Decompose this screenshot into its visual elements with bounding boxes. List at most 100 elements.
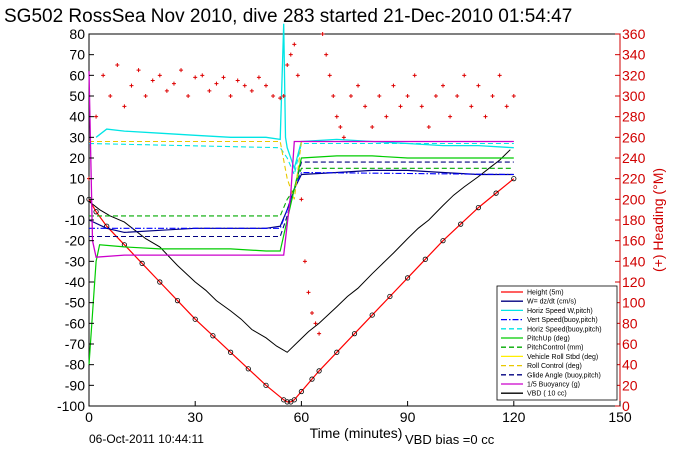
right-axis-label: (+) Heading (°M) (650, 168, 666, 272)
heading-marker (405, 94, 410, 98)
left-tick-label: -80 (65, 357, 85, 373)
legend-entry: Glide Angle (buoy,pitch) (527, 372, 601, 379)
heading-marker (164, 88, 169, 93)
left-tick-label: -50 (65, 295, 85, 311)
series-layer (86, 23, 517, 405)
heading-marker (469, 104, 474, 109)
height-marker (404, 275, 411, 281)
heading-marker (334, 114, 339, 119)
right-tick-label: 120 (622, 274, 646, 290)
left-tick-label: -90 (65, 377, 85, 393)
heading-marker (292, 42, 297, 47)
heading-marker (108, 94, 113, 98)
right-tick-label: 260 (622, 129, 646, 145)
heading-marker (433, 94, 438, 98)
height-marker (369, 312, 375, 318)
heading-marker (490, 94, 495, 98)
left-tick-label: 70 (69, 47, 85, 63)
right-tick-label: 0 (622, 398, 630, 414)
height-marker (422, 256, 428, 262)
right-tick-label: 60 (622, 336, 638, 352)
left-tick-label: -10 (65, 212, 85, 228)
right-tick-label: 40 (622, 357, 638, 373)
heading-marker (511, 94, 516, 98)
heading-marker (306, 290, 311, 295)
left-axis: 80 70 60 50 40 30 20 10 0 -10 -20 -30 -40 -50 -60 -70 -8… (57, 26, 94, 414)
legend-entry: PitchControl (mm) (527, 345, 583, 352)
heading-marker (157, 73, 162, 78)
legend-entry: 1/5 Buoyancy (g) (527, 382, 580, 389)
heading-marker (200, 73, 205, 78)
left-tick-label: 10 (69, 171, 85, 187)
heading-marker (256, 75, 261, 80)
x-tick-label: 150 (608, 409, 632, 425)
heading-marker (356, 83, 361, 88)
x-tick-label: 0 (85, 409, 93, 425)
heading-marker (264, 83, 268, 88)
heading-marker (338, 125, 343, 129)
heading-marker (363, 104, 368, 109)
legend-box (496, 285, 618, 401)
left-tick-label: -20 (65, 233, 85, 249)
height-marker (475, 205, 481, 211)
heading-marker (426, 125, 431, 129)
height-marker (245, 366, 251, 372)
height-marker (298, 388, 304, 395)
heading-marker (221, 75, 226, 80)
legend-entry: PitchUp (deg) (527, 336, 570, 343)
right-tick-label: 340 (622, 47, 646, 63)
height-marker (210, 333, 216, 339)
heading-marker (150, 78, 155, 83)
heading-marker (136, 68, 141, 73)
height-marker (263, 382, 269, 388)
height-marker (351, 331, 358, 337)
x-axis-label: Time (minutes) (310, 425, 403, 441)
right-tick-label: 20 (622, 377, 638, 393)
legend-entry: Horiz Speed(buoy,pitch) (527, 326, 602, 333)
left-tick-label: 50 (69, 88, 85, 104)
heading-marker (143, 94, 148, 98)
right-tick-label: 240 (622, 150, 646, 166)
height-marker (139, 260, 145, 266)
heading-marker (288, 52, 293, 57)
heading-marker (129, 83, 134, 88)
heading-marker (370, 125, 375, 129)
heading-marker (313, 321, 318, 326)
height-marker (157, 279, 163, 285)
left-tick-label: -70 (65, 336, 85, 352)
right-tick-label: 180 (622, 212, 646, 228)
heading-marker (115, 63, 120, 67)
left-tick-label: 40 (69, 109, 85, 125)
heading-marker (281, 94, 286, 98)
heading-marker (207, 88, 212, 93)
heading-marker (504, 104, 509, 109)
height-marker (93, 209, 99, 215)
right-tick-label: 100 (622, 295, 646, 311)
legend-entry: W= dz/dt (cm/s) (527, 299, 576, 306)
heading-marker (448, 114, 453, 119)
height-marker (284, 399, 290, 405)
height-marker (440, 238, 446, 244)
heading-marker (242, 83, 247, 88)
x-tick-label: 60 (294, 409, 310, 425)
series-horiz-speed (95, 23, 514, 171)
left-tick-label: 30 (69, 129, 85, 145)
series-vert-speed-buoy (89, 171, 514, 229)
legend-entry: Horiz Speed W,pitch) (527, 308, 593, 315)
heading-marker (398, 104, 403, 109)
footer-vbd-bias: VBD bias =0 cc (405, 432, 495, 447)
left-tick-label: -60 (65, 315, 85, 331)
right-tick-label: 300 (622, 88, 646, 104)
heading-marker (249, 88, 254, 93)
heading-marker (235, 78, 240, 83)
right-tick-label: 140 (622, 253, 646, 269)
heading-marker (391, 83, 396, 88)
x-tick-label: 90 (400, 409, 416, 425)
x-axis: 0 30 60 90 120 150 (85, 401, 632, 425)
height-marker (387, 293, 393, 300)
height-marker (192, 316, 198, 322)
heading-marker (341, 135, 346, 140)
height-marker (309, 376, 315, 382)
legend-entry: Vehicle Roll Stbd (deg) (527, 354, 598, 361)
